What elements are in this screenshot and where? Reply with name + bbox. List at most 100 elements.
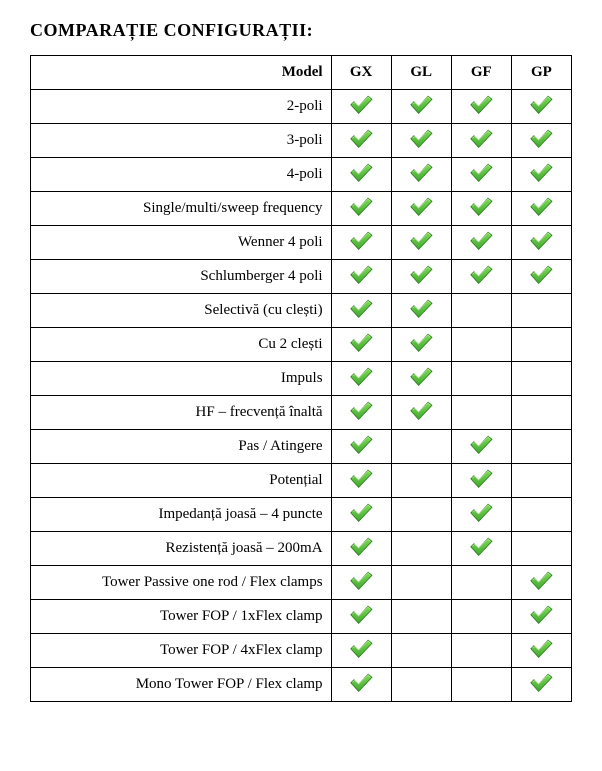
checkmark-icon xyxy=(348,263,374,290)
table-row: 3-poli xyxy=(31,124,572,158)
checkmark-icon xyxy=(528,671,554,698)
header-col-1: GL xyxy=(391,56,451,90)
check-cell xyxy=(511,396,571,430)
checkmark-icon xyxy=(348,671,374,698)
check-cell xyxy=(391,192,451,226)
check-cell xyxy=(331,532,391,566)
check-cell xyxy=(511,498,571,532)
checkmark-icon xyxy=(408,93,434,120)
check-cell xyxy=(511,430,571,464)
table-row: Mono Tower FOP / Flex clamp xyxy=(31,668,572,702)
table-row: Cu 2 clești xyxy=(31,328,572,362)
feature-label: Impuls xyxy=(31,362,332,396)
check-cell xyxy=(511,260,571,294)
table-row: Impuls xyxy=(31,362,572,396)
table-row: Schlumberger 4 poli xyxy=(31,260,572,294)
check-cell xyxy=(391,124,451,158)
check-cell xyxy=(451,566,511,600)
table-header-row: Model GX GL GF GP xyxy=(31,56,572,90)
check-cell xyxy=(331,498,391,532)
checkmark-icon xyxy=(528,229,554,256)
checkmark-icon xyxy=(528,195,554,222)
check-cell xyxy=(331,158,391,192)
checkmark-icon xyxy=(408,399,434,426)
table-row: Pas / Atingere xyxy=(31,430,572,464)
check-cell xyxy=(451,158,511,192)
feature-label: Impedanță joasă – 4 puncte xyxy=(31,498,332,532)
check-cell xyxy=(391,362,451,396)
checkmark-icon xyxy=(348,603,374,630)
checkmark-icon xyxy=(348,501,374,528)
checkmark-icon xyxy=(348,637,374,664)
check-cell xyxy=(451,124,511,158)
feature-label: 2-poli xyxy=(31,90,332,124)
feature-label: Potențial xyxy=(31,464,332,498)
checkmark-icon xyxy=(528,127,554,154)
check-cell xyxy=(331,294,391,328)
table-row: 4-poli xyxy=(31,158,572,192)
check-cell xyxy=(331,668,391,702)
table-row: 2-poli xyxy=(31,90,572,124)
table-row: Impedanță joasă – 4 puncte xyxy=(31,498,572,532)
header-model: Model xyxy=(31,56,332,90)
checkmark-icon xyxy=(348,569,374,596)
checkmark-icon xyxy=(528,603,554,630)
checkmark-icon xyxy=(528,637,554,664)
feature-label: Single/multi/sweep frequency xyxy=(31,192,332,226)
checkmark-icon xyxy=(408,229,434,256)
checkmark-icon xyxy=(468,433,494,460)
check-cell xyxy=(451,226,511,260)
check-cell xyxy=(331,430,391,464)
check-cell xyxy=(391,158,451,192)
check-cell xyxy=(331,464,391,498)
feature-label: Pas / Atingere xyxy=(31,430,332,464)
check-cell xyxy=(331,566,391,600)
checkmark-icon xyxy=(528,263,554,290)
feature-label: Mono Tower FOP / Flex clamp xyxy=(31,668,332,702)
check-cell xyxy=(391,532,451,566)
checkmark-icon xyxy=(528,161,554,188)
check-cell xyxy=(391,294,451,328)
checkmark-icon xyxy=(468,127,494,154)
check-cell xyxy=(391,600,451,634)
check-cell xyxy=(511,158,571,192)
feature-label: Cu 2 clești xyxy=(31,328,332,362)
check-cell xyxy=(331,226,391,260)
feature-label: 3-poli xyxy=(31,124,332,158)
checkmark-icon xyxy=(528,93,554,120)
checkmark-icon xyxy=(348,93,374,120)
check-cell xyxy=(331,124,391,158)
checkmark-icon xyxy=(408,331,434,358)
table-row: Tower Passive one rod / Flex clamps xyxy=(31,566,572,600)
check-cell xyxy=(451,532,511,566)
feature-label: Tower Passive one rod / Flex clamps xyxy=(31,566,332,600)
table-row: HF – frecvență înaltă xyxy=(31,396,572,430)
check-cell xyxy=(451,498,511,532)
checkmark-icon xyxy=(348,297,374,324)
header-col-0: GX xyxy=(331,56,391,90)
check-cell xyxy=(451,328,511,362)
check-cell xyxy=(511,90,571,124)
check-cell xyxy=(451,90,511,124)
check-cell xyxy=(511,124,571,158)
check-cell xyxy=(391,464,451,498)
check-cell xyxy=(451,430,511,464)
comparison-table: Model GX GL GF GP 2-poli xyxy=(30,55,572,702)
check-cell xyxy=(511,362,571,396)
checkmark-icon xyxy=(468,501,494,528)
checkmark-icon xyxy=(468,229,494,256)
header-col-2: GF xyxy=(451,56,511,90)
feature-label: HF – frecvență înaltă xyxy=(31,396,332,430)
checkmark-icon xyxy=(408,263,434,290)
check-cell xyxy=(391,634,451,668)
checkmark-icon xyxy=(348,365,374,392)
check-cell xyxy=(391,396,451,430)
check-cell xyxy=(391,90,451,124)
check-cell xyxy=(331,192,391,226)
table-row: Tower FOP / 4xFlex clamp xyxy=(31,634,572,668)
check-cell xyxy=(331,260,391,294)
feature-label: 4-poli xyxy=(31,158,332,192)
check-cell xyxy=(451,668,511,702)
checkmark-icon xyxy=(348,229,374,256)
check-cell xyxy=(511,464,571,498)
